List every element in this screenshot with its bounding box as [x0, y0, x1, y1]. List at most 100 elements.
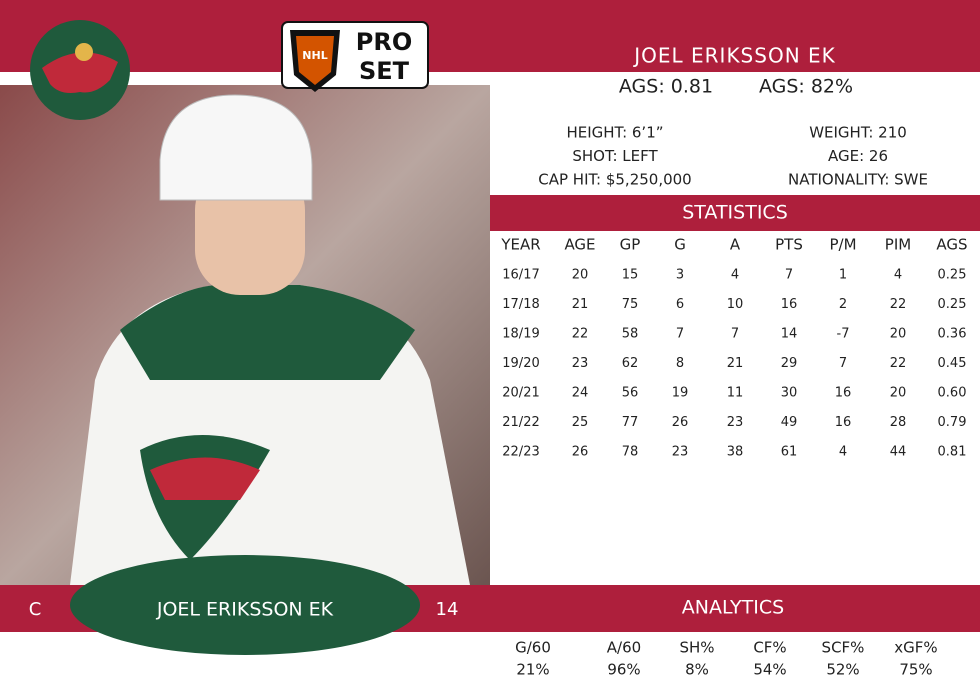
stats-cell: 20/21 [502, 386, 539, 401]
stats-cell: 1 [839, 268, 847, 283]
stats-header: A [730, 236, 741, 254]
bio-right: WEIGHT: 210 [809, 124, 907, 142]
stats-cell: 25 [572, 415, 589, 430]
ags-percent: AGS: 82% [759, 76, 853, 98]
stats-cell: 16 [835, 386, 852, 401]
stats-band [490, 195, 980, 231]
stats-cell: 10 [727, 297, 744, 312]
stats-cell: 19/20 [502, 356, 539, 371]
name-plate [70, 555, 420, 655]
stats-cell: 28 [890, 415, 907, 430]
stats-header: P/M [829, 236, 856, 254]
stats-cell: 23 [672, 445, 689, 460]
stats-cell: 6 [676, 297, 684, 312]
analytics-header: G/60 [515, 639, 551, 657]
stats-title: STATISTICS [682, 202, 788, 224]
stats-cell: 8 [676, 356, 684, 371]
stats-cell: 78 [622, 445, 639, 460]
stats-cell: 0.60 [938, 386, 967, 401]
stats-cell: 16 [781, 297, 798, 312]
stats-header: G [674, 236, 686, 254]
stats-cell: 61 [781, 445, 798, 460]
stats-cell: 75 [622, 297, 639, 312]
stats-cell: 3 [676, 268, 684, 283]
bio-left: SHOT: LEFT [572, 147, 658, 165]
stats-cell: 16/17 [502, 268, 539, 283]
stats-cell: 20 [890, 386, 907, 401]
analytics-value: 52% [826, 661, 859, 679]
analytics-header: SH% [679, 639, 714, 657]
footer-name: JOEL ERIKSSON EK [156, 599, 334, 621]
stats-cell: 15 [622, 268, 639, 283]
stats-cell: 0.45 [938, 356, 967, 371]
stats-cell: 22 [890, 297, 907, 312]
brand-bottom: SET [359, 57, 410, 85]
team-logo [30, 20, 130, 120]
ags-value: AGS: 0.81 [619, 76, 713, 98]
stats-cell: 44 [890, 445, 907, 460]
analytics-value: 96% [607, 661, 640, 679]
analytics-value: 21% [516, 661, 549, 679]
stats-cell: 0.25 [938, 297, 967, 312]
stats-cell: 20 [572, 268, 589, 283]
stats-cell: 2 [839, 297, 847, 312]
brand-logo: NHL PRO SET [281, 21, 429, 92]
stats-cell: 4 [839, 445, 847, 460]
stats-cell: 14 [781, 327, 798, 342]
analytics-header: A/60 [607, 639, 641, 657]
stats-cell: 49 [781, 415, 798, 430]
stats-cell: 23 [727, 415, 744, 430]
stats-cell: 0.81 [938, 445, 967, 460]
bio-right: NATIONALITY: SWE [788, 171, 928, 189]
stats-cell: 11 [727, 386, 744, 401]
bio-left: CAP HIT: $5,250,000 [538, 171, 691, 189]
analytics-value: 8% [685, 661, 709, 679]
stats-cell: 38 [727, 445, 744, 460]
stats-cell: 16 [835, 415, 852, 430]
stats-cell: 77 [622, 415, 639, 430]
analytics-header: CF% [753, 639, 786, 657]
stats-cell: 20 [890, 327, 907, 342]
analytics-header: SCF% [822, 639, 865, 657]
analytics-title: ANALYTICS [682, 597, 784, 619]
stats-cell: 7 [785, 268, 793, 283]
stats-cell: 0.25 [938, 268, 967, 283]
stats-cell: 22 [572, 327, 589, 342]
stats-cell: 21 [727, 356, 744, 371]
stats-header: PIM [885, 236, 911, 254]
stats-cell: 30 [781, 386, 798, 401]
stats-cell: 0.79 [938, 415, 967, 430]
jersey-number: 14 [436, 599, 459, 620]
stats-cell: 17/18 [502, 297, 539, 312]
stats-cell: 62 [622, 356, 639, 371]
stats-cell: 7 [676, 327, 684, 342]
brand-top: PRO [356, 28, 412, 56]
position: C [29, 599, 42, 620]
stats-cell: 26 [572, 445, 589, 460]
stats-cell: 24 [572, 386, 589, 401]
stats-cell: 26 [672, 415, 689, 430]
analytics-value: 54% [753, 661, 786, 679]
stats-cell: -7 [837, 327, 850, 342]
stats-header: AGE [564, 236, 595, 254]
stats-cell: 4 [731, 268, 739, 283]
player-photo [0, 85, 490, 585]
stats-cell: 58 [622, 327, 639, 342]
stats-cell: 7 [839, 356, 847, 371]
stats-header: GP [620, 236, 641, 254]
stats-header: AGS [936, 236, 967, 254]
stats-cell: 18/19 [502, 327, 539, 342]
stats-cell: 22 [890, 356, 907, 371]
analytics-value: 75% [899, 661, 932, 679]
stats-cell: 21/22 [502, 415, 539, 430]
league-text: NHL [302, 49, 327, 62]
stats-cell: 4 [894, 268, 902, 283]
bio-right: AGE: 26 [828, 147, 888, 165]
stats-cell: 0.36 [938, 327, 967, 342]
stats-cell: 29 [781, 356, 798, 371]
stats-cell: 22/23 [502, 445, 539, 460]
stats-cell: 56 [622, 386, 639, 401]
analytics-header: xGF% [894, 639, 937, 657]
bio-left: HEIGHT: 6’1” [566, 124, 663, 142]
